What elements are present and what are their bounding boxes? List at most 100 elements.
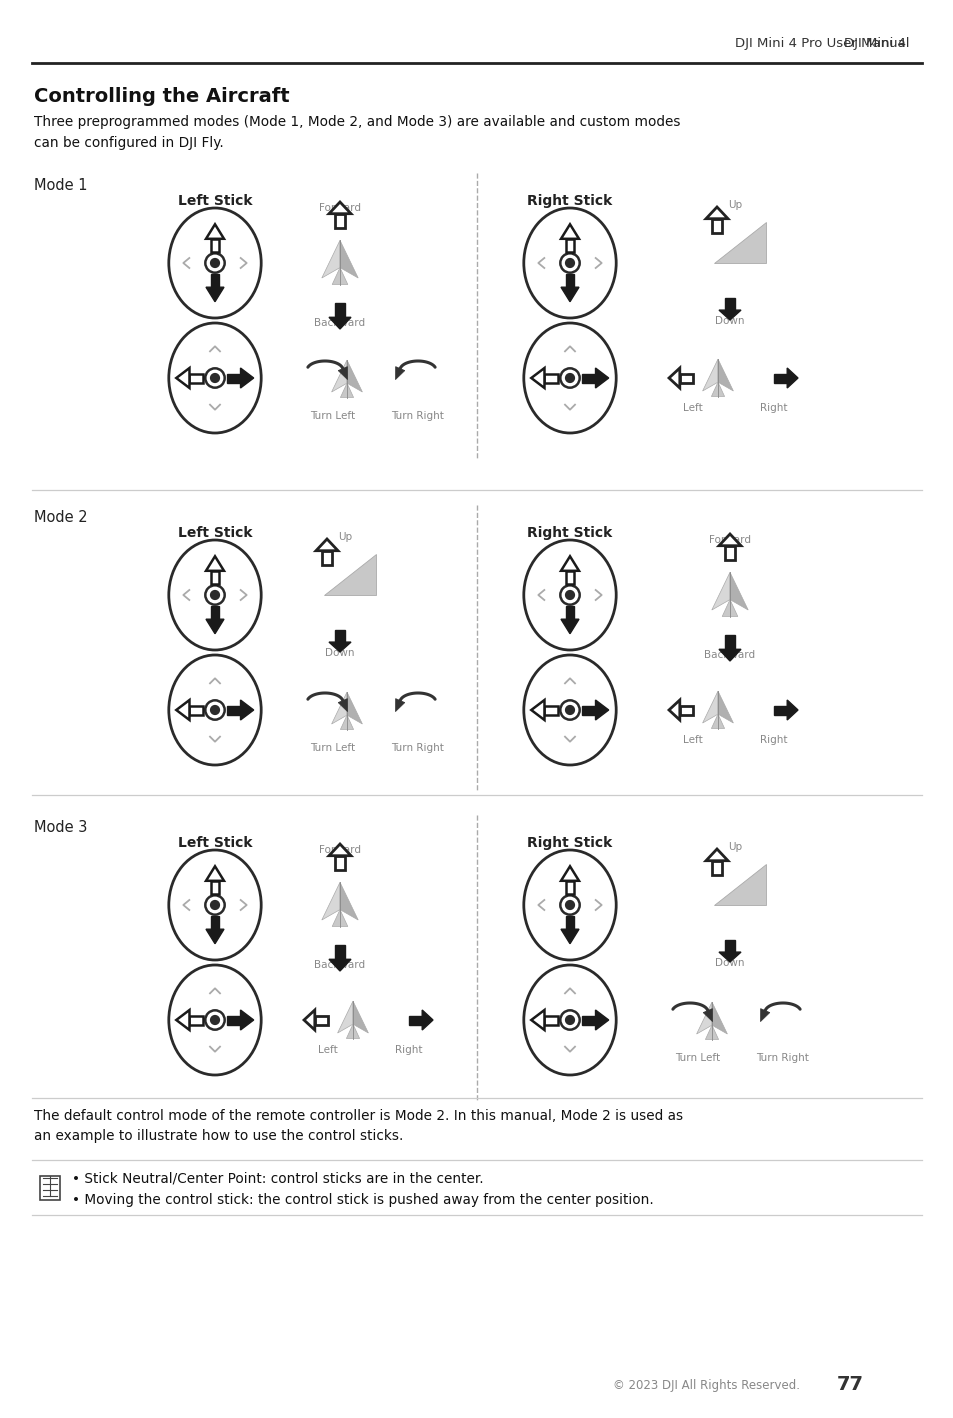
Polygon shape (679, 373, 692, 383)
Polygon shape (786, 369, 797, 389)
Text: Down: Down (715, 959, 744, 968)
Polygon shape (321, 240, 339, 278)
Text: DJI Mini 4 Pro User Manual: DJI Mini 4 Pro User Manual (735, 37, 909, 51)
Text: Left: Left (682, 735, 702, 744)
Polygon shape (332, 268, 348, 285)
Text: Backward: Backward (314, 960, 365, 970)
Polygon shape (719, 311, 740, 320)
Polygon shape (565, 605, 574, 620)
Polygon shape (347, 692, 362, 725)
Circle shape (211, 373, 219, 383)
Polygon shape (240, 1010, 253, 1029)
Polygon shape (581, 706, 595, 715)
Text: Turn Right: Turn Right (756, 1054, 808, 1064)
Polygon shape (340, 383, 354, 397)
Polygon shape (340, 715, 354, 729)
Polygon shape (337, 367, 347, 380)
Polygon shape (711, 1003, 726, 1034)
Text: Right Stick: Right Stick (527, 526, 612, 540)
Polygon shape (335, 855, 345, 871)
Text: Left: Left (317, 1045, 337, 1055)
Text: Three preprogrammed modes (Mode 1, Mode 2, and Mode 3) are available and custom : Three preprogrammed modes (Mode 1, Mode … (34, 115, 679, 129)
Circle shape (565, 706, 574, 715)
Text: an example to illustrate how to use the control sticks.: an example to illustrate how to use the … (34, 1129, 403, 1143)
Text: Forward: Forward (318, 845, 360, 855)
Polygon shape (335, 630, 345, 642)
Text: DJI Mini 4: DJI Mini 4 (842, 37, 909, 51)
Text: Right: Right (760, 403, 787, 413)
Polygon shape (332, 692, 347, 725)
Polygon shape (339, 882, 357, 920)
Polygon shape (211, 274, 219, 288)
Polygon shape (206, 929, 224, 944)
Polygon shape (329, 318, 351, 329)
Polygon shape (315, 539, 337, 550)
Polygon shape (595, 700, 608, 720)
Polygon shape (711, 218, 721, 233)
Polygon shape (176, 1010, 190, 1029)
Polygon shape (565, 881, 574, 893)
Text: Up: Up (727, 842, 741, 852)
Polygon shape (211, 916, 219, 929)
Text: Right Stick: Right Stick (527, 837, 612, 849)
Polygon shape (713, 221, 765, 264)
Polygon shape (718, 359, 733, 391)
Polygon shape (560, 866, 578, 881)
Polygon shape (329, 844, 351, 855)
Polygon shape (701, 359, 718, 391)
Polygon shape (531, 1010, 544, 1029)
Polygon shape (329, 960, 351, 971)
Polygon shape (544, 1015, 558, 1024)
Polygon shape (190, 373, 202, 383)
Polygon shape (324, 553, 375, 596)
Text: Turn Right: Turn Right (391, 743, 444, 753)
Polygon shape (206, 288, 224, 302)
Polygon shape (565, 274, 574, 288)
Text: Backward: Backward (314, 318, 365, 328)
Polygon shape (581, 1015, 595, 1024)
Polygon shape (705, 849, 727, 861)
Polygon shape (329, 201, 351, 214)
Polygon shape (773, 373, 786, 383)
Polygon shape (565, 238, 574, 252)
Polygon shape (711, 861, 721, 875)
Polygon shape (337, 1001, 353, 1032)
Polygon shape (395, 367, 404, 380)
Polygon shape (422, 1010, 433, 1029)
Text: Down: Down (715, 316, 744, 326)
Text: Backward: Backward (703, 649, 755, 659)
Polygon shape (206, 866, 224, 881)
Polygon shape (211, 881, 219, 893)
Text: can be configured in DJI Fly.: can be configured in DJI Fly. (34, 136, 224, 150)
Polygon shape (721, 600, 737, 617)
Text: Right: Right (395, 1045, 422, 1055)
Polygon shape (711, 715, 724, 729)
Polygon shape (705, 207, 727, 218)
Text: Mode 1: Mode 1 (34, 179, 88, 193)
Polygon shape (335, 303, 345, 318)
Polygon shape (314, 1015, 328, 1024)
Text: Controlling the Aircraft: Controlling the Aircraft (34, 88, 290, 106)
Polygon shape (409, 1015, 422, 1024)
Polygon shape (773, 706, 786, 715)
Text: Up: Up (727, 200, 741, 210)
Polygon shape (719, 951, 740, 961)
Polygon shape (595, 1010, 608, 1029)
Text: • Moving the control stick: the control stick is pushed away from the center pos: • Moving the control stick: the control … (71, 1193, 653, 1207)
Circle shape (211, 706, 219, 715)
Text: Right: Right (760, 735, 787, 744)
Circle shape (565, 591, 574, 600)
Polygon shape (206, 556, 224, 571)
Polygon shape (531, 369, 544, 389)
Text: 77: 77 (836, 1375, 862, 1394)
Circle shape (211, 591, 219, 600)
Polygon shape (395, 699, 404, 712)
Polygon shape (206, 620, 224, 634)
Polygon shape (729, 573, 747, 610)
Polygon shape (786, 700, 797, 720)
Polygon shape (544, 373, 558, 383)
Text: Left Stick: Left Stick (177, 837, 252, 849)
Circle shape (211, 1015, 219, 1024)
Polygon shape (190, 1015, 202, 1024)
Polygon shape (211, 605, 219, 620)
